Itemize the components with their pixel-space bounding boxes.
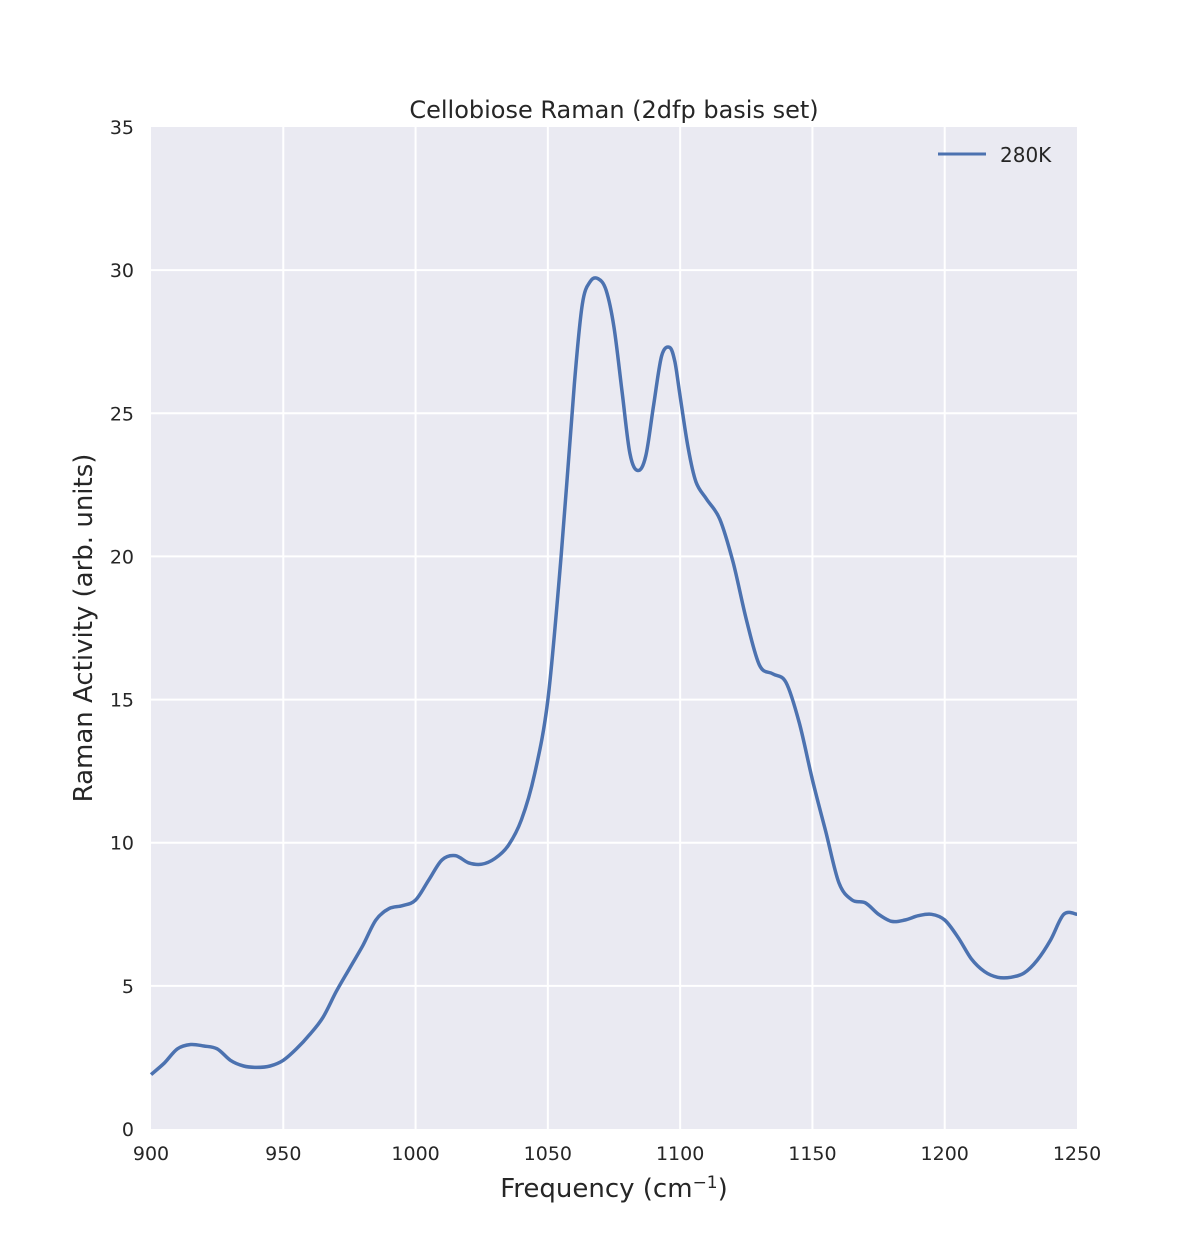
grid xyxy=(151,127,1077,1129)
x-tick-label: 1200 xyxy=(921,1143,969,1165)
x-axis-label-main: Frequency (cm xyxy=(500,1174,692,1204)
x-tick-label: 1250 xyxy=(1053,1143,1101,1165)
y-tick-label: 35 xyxy=(110,117,134,139)
x-tick-label: 950 xyxy=(265,1143,301,1165)
x-tick-label: 900 xyxy=(133,1143,169,1165)
plot-area xyxy=(151,127,1077,1129)
legend: 280K xyxy=(938,143,1052,167)
y-tick-label: 20 xyxy=(110,546,134,568)
x-tick-label: 1050 xyxy=(524,1143,572,1165)
x-tick-label: 1100 xyxy=(656,1143,704,1165)
x-axis-label-end: ) xyxy=(718,1174,728,1204)
y-axis-label: Raman Activity (arb. units) xyxy=(69,454,99,803)
series-group xyxy=(149,276,1078,1076)
y-tick-label: 0 xyxy=(122,1119,134,1141)
legend-label-280k: 280K xyxy=(1000,143,1052,167)
x-tick-label: 1150 xyxy=(788,1143,836,1165)
series-line-0 xyxy=(149,276,1078,1076)
y-tick-label: 30 xyxy=(110,260,134,282)
y-tick-label: 5 xyxy=(122,976,134,998)
x-tick-labels: 900 950 1000 1050 1100 1150 1200 1250 xyxy=(133,1143,1101,1165)
y-tick-label: 15 xyxy=(110,690,134,712)
x-axis-label-superscript: −1 xyxy=(693,1173,718,1193)
y-tick-label: 25 xyxy=(110,403,134,425)
y-tick-label: 10 xyxy=(110,833,134,855)
x-axis-label: Frequency (cm−1) xyxy=(500,1173,728,1204)
y-tick-labels: 0 5 10 15 20 25 30 35 xyxy=(110,117,134,1141)
x-tick-label: 1000 xyxy=(391,1143,439,1165)
chart-title: Cellobiose Raman (2dfp basis set) xyxy=(409,96,818,124)
